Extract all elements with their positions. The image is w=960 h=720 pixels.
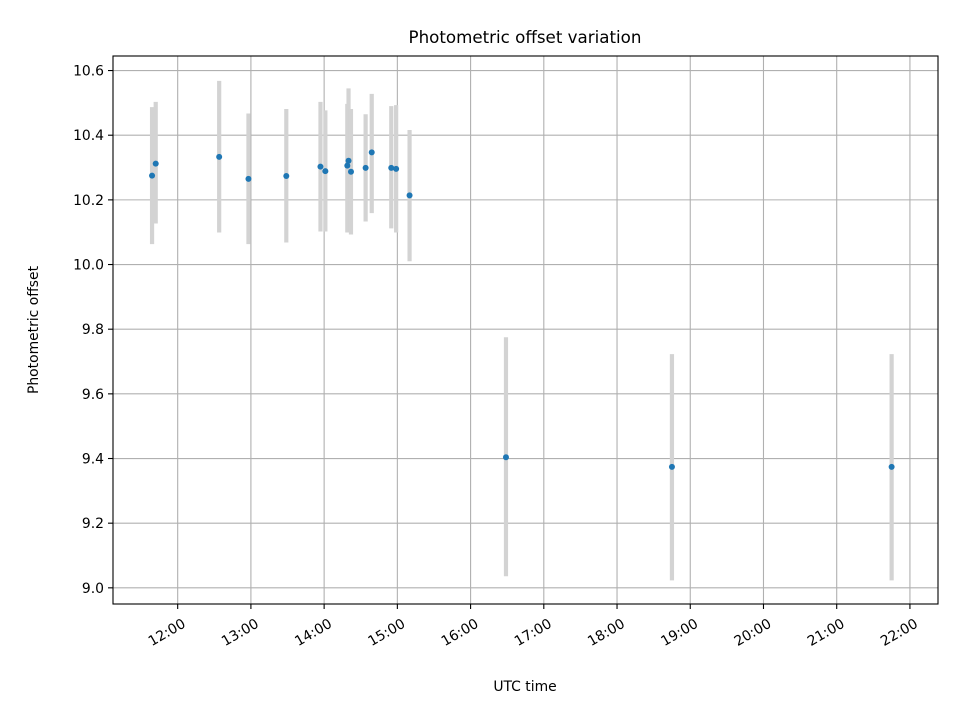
data-point [152,160,159,167]
data-point [888,463,895,470]
data-point [393,165,400,172]
y-tick-label: 10.0 [73,258,104,274]
data-point [283,172,290,179]
y-tick-label: 10.4 [73,128,104,144]
data-point [344,162,351,169]
y-tick-label: 10.6 [73,64,104,80]
data-point [322,168,329,175]
data-point [216,153,223,160]
data-point [317,163,324,170]
data-point [245,175,252,182]
data-point [502,454,509,461]
y-axis-title: Photometric offset [26,265,42,394]
data-point [668,463,675,470]
y-tick-label: 9.0 [82,581,104,597]
plot-area-background [113,56,938,604]
y-axis: 9.0 9.2 9.4 9.6 9.8 10.0 10.2 10.4 10.6 [73,64,113,597]
data-point [388,164,395,171]
data-point [345,157,352,164]
chart-title: Photometric offset variation [409,27,642,47]
data-points [149,149,895,470]
y-tick-label: 9.8 [82,322,104,338]
data-point [149,172,156,179]
x-axis-title: UTC time [493,679,556,695]
data-point [362,164,369,171]
y-tick-label: 9.2 [82,516,104,532]
y-tick-label: 9.6 [82,387,104,403]
plot-frame [112,55,939,605]
data-point [368,149,375,156]
y-tick-label: 10.2 [73,193,104,209]
data-point [347,168,354,175]
y-tick-label: 9.4 [82,452,104,468]
data-point [406,192,413,199]
